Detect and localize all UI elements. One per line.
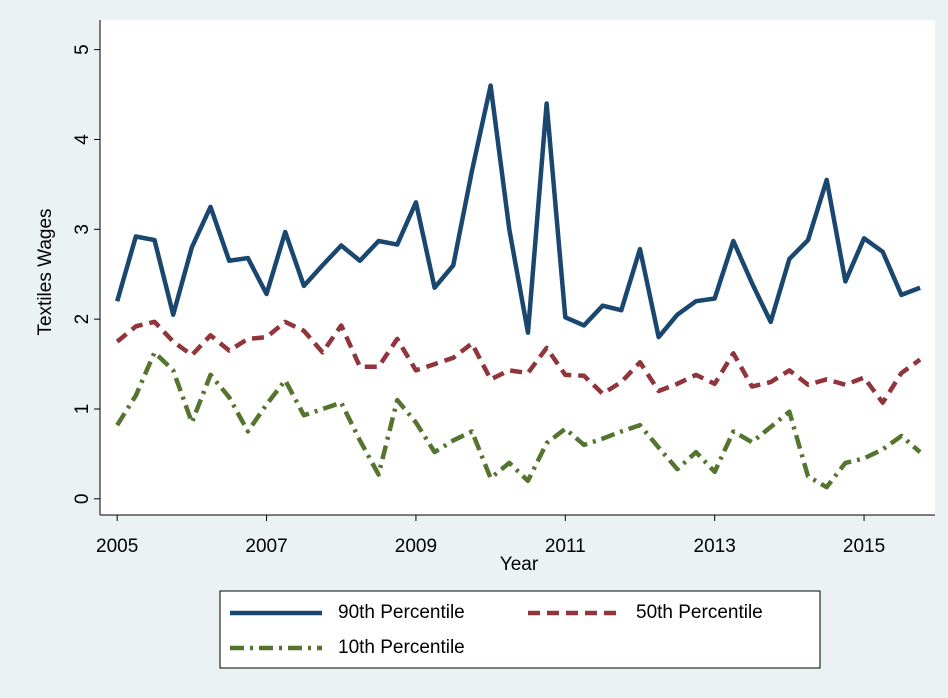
legend-label: 10th Percentile (338, 637, 465, 658)
x-tick-label: 2005 (96, 536, 138, 557)
x-tick-label: 2007 (245, 536, 287, 557)
y-tick-label: 4 (72, 134, 93, 145)
x-tick-label: 2015 (843, 536, 885, 557)
legend-label: 50th Percentile (636, 602, 763, 623)
y-tick-label: 2 (72, 314, 93, 325)
series-line (115, 83, 921, 340)
series-line (115, 319, 922, 405)
legend-label: 90th Percentile (338, 602, 465, 623)
y-tick-label: 3 (72, 224, 93, 235)
y-tick-label: 0 (72, 494, 93, 505)
x-tick-label: 2009 (395, 536, 437, 557)
series-line (115, 350, 922, 490)
y-axis-title: Textiles Wages (35, 208, 56, 335)
y-tick-label: 1 (72, 404, 93, 415)
x-axis-title: Year (500, 554, 539, 575)
legend (219, 590, 821, 669)
x-tick-label: 2013 (694, 536, 736, 557)
y-tick-label: 5 (72, 44, 93, 55)
x-tick-label: 2011 (545, 536, 586, 557)
